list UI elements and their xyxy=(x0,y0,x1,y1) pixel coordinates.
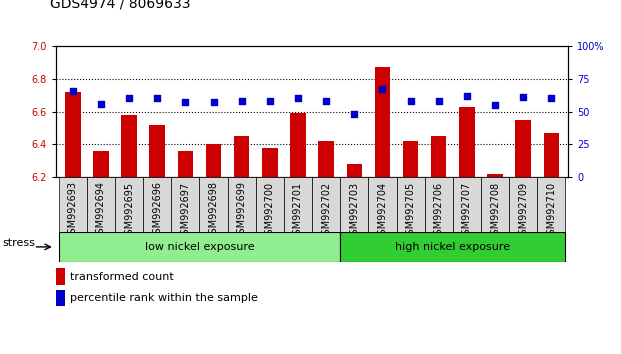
Bar xyxy=(396,177,425,232)
Point xyxy=(349,111,359,117)
Text: GSM992709: GSM992709 xyxy=(518,181,528,240)
Bar xyxy=(340,177,368,232)
Bar xyxy=(59,177,87,232)
Text: GSM992700: GSM992700 xyxy=(265,181,275,240)
Point xyxy=(237,98,247,104)
Text: GSM992693: GSM992693 xyxy=(68,181,78,240)
Text: GDS4974 / 8069633: GDS4974 / 8069633 xyxy=(50,0,190,11)
Text: GSM992705: GSM992705 xyxy=(406,181,415,241)
Text: GSM992702: GSM992702 xyxy=(321,181,331,241)
Text: GSM992699: GSM992699 xyxy=(237,181,247,240)
Point xyxy=(378,86,388,92)
Bar xyxy=(312,177,340,232)
Bar xyxy=(347,164,362,177)
Point xyxy=(433,98,443,104)
Text: GSM992701: GSM992701 xyxy=(293,181,303,240)
Bar xyxy=(481,177,509,232)
Bar xyxy=(234,136,250,177)
Bar xyxy=(171,177,199,232)
Text: GSM992696: GSM992696 xyxy=(152,181,162,240)
Point xyxy=(293,96,303,101)
Point xyxy=(546,96,556,101)
Text: GSM992710: GSM992710 xyxy=(546,181,556,240)
Bar xyxy=(56,268,65,285)
Bar xyxy=(56,290,65,306)
Bar xyxy=(487,174,503,177)
Bar xyxy=(368,177,396,232)
Bar xyxy=(537,177,565,232)
Text: GSM992707: GSM992707 xyxy=(462,181,472,241)
Point xyxy=(321,98,331,104)
Bar xyxy=(543,133,559,177)
Text: GSM992706: GSM992706 xyxy=(433,181,444,240)
Bar xyxy=(228,177,256,232)
Bar xyxy=(403,141,419,177)
Text: GSM992698: GSM992698 xyxy=(209,181,219,240)
Text: GSM992708: GSM992708 xyxy=(490,181,500,240)
Bar xyxy=(59,232,340,262)
Text: transformed count: transformed count xyxy=(70,272,174,281)
Point xyxy=(96,101,106,107)
Point xyxy=(68,88,78,93)
Point xyxy=(518,94,528,100)
Text: high nickel exposure: high nickel exposure xyxy=(395,242,510,252)
Bar xyxy=(284,177,312,232)
Point xyxy=(490,102,500,108)
Bar xyxy=(256,177,284,232)
Text: GSM992694: GSM992694 xyxy=(96,181,106,240)
Bar xyxy=(459,107,474,177)
Bar xyxy=(374,67,390,177)
Text: GSM992704: GSM992704 xyxy=(378,181,388,240)
Bar xyxy=(115,177,143,232)
Bar xyxy=(121,115,137,177)
Bar xyxy=(178,151,193,177)
Bar xyxy=(87,177,115,232)
Text: GSM992697: GSM992697 xyxy=(180,181,191,240)
Bar xyxy=(206,144,221,177)
Bar xyxy=(150,125,165,177)
Text: stress: stress xyxy=(3,238,35,248)
Text: GSM992695: GSM992695 xyxy=(124,181,134,240)
Point xyxy=(209,99,219,105)
Text: low nickel exposure: low nickel exposure xyxy=(145,242,254,252)
Bar xyxy=(453,177,481,232)
Point xyxy=(181,99,191,105)
Bar xyxy=(340,232,565,262)
Text: GSM992703: GSM992703 xyxy=(349,181,360,240)
Bar xyxy=(290,113,306,177)
Bar xyxy=(515,120,531,177)
Text: percentile rank within the sample: percentile rank within the sample xyxy=(70,293,258,303)
Bar xyxy=(143,177,171,232)
Bar xyxy=(509,177,537,232)
Point xyxy=(265,98,275,104)
Point xyxy=(152,96,162,101)
Bar xyxy=(431,136,446,177)
Point xyxy=(462,93,472,99)
Bar xyxy=(319,141,334,177)
Bar xyxy=(65,92,81,177)
Point xyxy=(406,98,415,104)
Bar xyxy=(93,151,109,177)
Bar xyxy=(425,177,453,232)
Point xyxy=(124,96,134,101)
Bar xyxy=(199,177,228,232)
Bar xyxy=(262,148,278,177)
